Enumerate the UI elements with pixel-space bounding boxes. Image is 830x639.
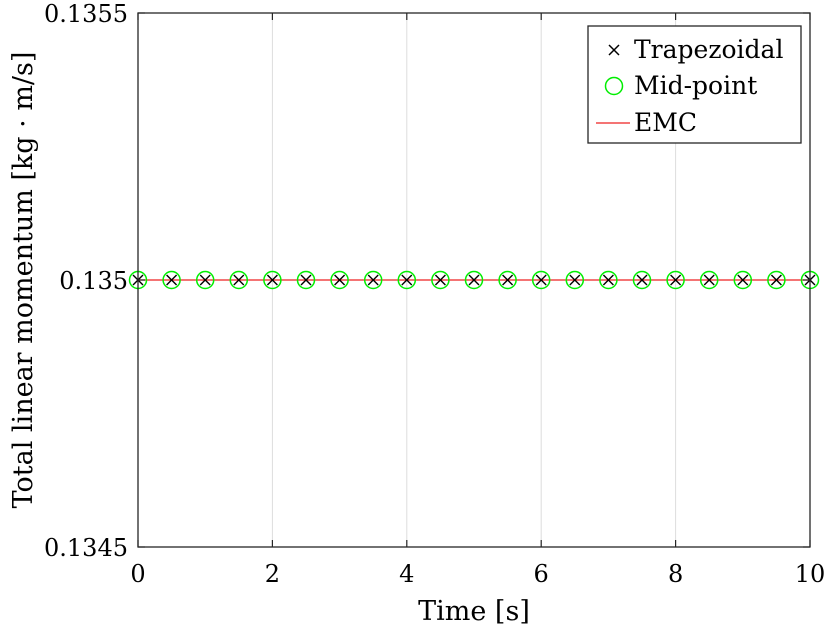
trapezoidal-marker-stroke [502,274,514,286]
mid-point-marker [666,270,685,290]
axis-ticks [137,12,811,548]
trapezoidal-marker [770,274,782,286]
legend-entry-trapezoidal: Trapezoidal [608,35,783,64]
trapezoidal-marker [401,274,413,286]
trapezoidal-marker-stroke [569,274,581,286]
x-tick-label: 2 [265,560,280,588]
x-tick-label: 10 [795,560,826,588]
trapezoidal-marker-stroke [266,274,278,286]
trapezoidal-marker-stroke [166,274,178,286]
x-axis-label: Time [s] [418,596,530,627]
mid-point-marker [632,270,652,290]
mid-point-marker [565,270,585,290]
trapezoidal-marker-stroke [770,274,782,286]
trapezoidal-marker-stroke [535,274,547,286]
trapezoidal-marker-stroke [300,274,312,286]
trapezoidal-marker [535,274,547,286]
legend: Trapezoidal Mid-point EMC [587,25,802,144]
mid-point-marker [162,270,181,290]
mid-point-marker [464,270,484,290]
trapezoidal-marker [367,274,379,286]
trapezoidal-marker [166,274,178,286]
mid-point-marker [699,270,719,290]
mid-point-marker [531,270,551,290]
trapezoidal-marker-stroke [334,274,346,286]
legend-entry-mid-point: Mid-point [604,71,757,100]
mid-point-marker [330,270,349,290]
trapezoidal-marker [670,274,682,286]
mid-point-marker [767,270,786,290]
legend-entry-emc: EMC [596,108,697,137]
trapezoidal-marker [737,274,749,286]
x-tick-label: 0 [130,560,145,588]
legend-x-marker-icon [608,44,620,56]
trapezoidal-marker [502,274,514,286]
y-tick-label: 0.1345 [44,534,128,562]
trapezoidal-marker [334,274,346,286]
trapezoidal-marker [569,274,581,286]
trapezoidal-marker [300,274,312,286]
y-axis-label: Total linear momentum [kg · m/s] [8,52,39,509]
trapezoidal-marker [199,274,211,286]
trapezoidal-marker-stroke [367,274,379,286]
mid-point-marker [296,270,316,290]
legend-label-trapezoidal: Trapezoidal [634,35,783,64]
trapezoidal-marker-stroke [670,274,682,286]
tick-labels: 0 2 4 6 8 10 0.1345 0.135 0.1355 [44,0,825,588]
trapezoidal-marker-stroke [703,274,715,286]
mid-point-marker [397,270,417,290]
mid-point-marker [498,270,517,290]
trapezoidal-marker [703,274,715,286]
trapezoidal-marker-stroke [602,274,614,286]
y-tick-label: 0.135 [59,267,128,295]
trapezoidal-marker-stroke [434,274,446,286]
y-tick-label: 0.1355 [44,0,128,28]
trapezoidal-marker-stroke [199,274,211,286]
legend-circle-marker-icon [604,76,624,96]
series-layer [128,270,820,290]
mid-point-marker [363,270,383,290]
mid-point-marker [599,270,618,290]
trapezoidal-marker [266,274,278,286]
legend-label-emc: EMC [634,108,697,137]
mid-point-marker [229,270,249,290]
mid-point-marker [733,270,753,290]
trapezoidal-marker-stroke [468,274,480,286]
mid-point-marker [263,270,282,290]
trapezoidal-marker [468,274,480,286]
trapezoidal-marker [636,274,648,286]
mid-point-marker [195,270,215,290]
trapezoidal-marker-stroke [636,274,648,286]
trapezoidal-marker-stroke [737,274,749,286]
legend-label-mid-point: Mid-point [634,71,757,100]
trapezoidal-marker-stroke [401,274,413,286]
mid-point-marker [431,270,450,290]
x-tick-label: 8 [668,560,683,588]
trapezoidal-marker [434,274,446,286]
x-tick-label: 6 [534,560,549,588]
trapezoidal-marker-stroke [233,274,245,286]
x-tick-label: 4 [399,560,414,588]
trapezoidal-marker [233,274,245,286]
trapezoidal-marker [602,274,614,286]
